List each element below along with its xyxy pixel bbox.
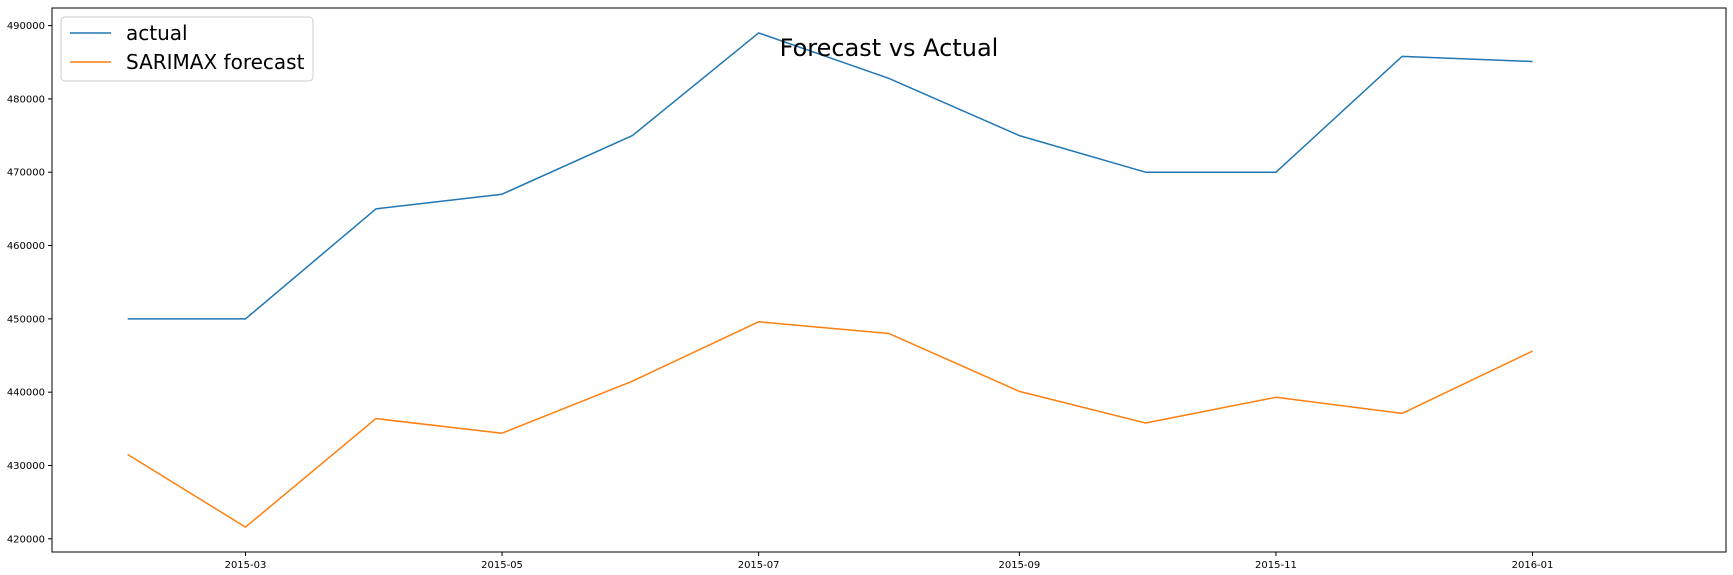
legend-label: actual [126,21,188,45]
y-tick-label: 490000 [7,21,45,32]
chart-title: Forecast vs Actual [780,34,999,62]
x-tick-label: 2016-01 [1512,560,1554,571]
y-tick-label: 480000 [7,94,45,105]
y-tick-label: 440000 [7,388,45,399]
x-tick-label: 2015-03 [225,560,267,571]
legend: actual SARIMAX forecast [60,16,314,82]
y-tick-label: 420000 [7,534,45,545]
x-tick-label: 2015-05 [481,560,523,571]
plot-frame [51,7,1727,553]
legend-label: SARIMAX forecast [126,50,305,74]
x-axis: 2015-03 2015-05 2015-07 2015-09 2015-11 2016-… [225,552,1554,571]
x-tick-label: 2015-09 [998,560,1040,571]
legend-box [60,16,314,82]
x-tick-label: 2015-11 [1255,560,1297,571]
series-layer [127,32,1533,528]
y-tick-label: 430000 [7,461,45,472]
plot-area [52,8,1726,552]
y-axis: 420000 430000 440000 450000 460000 470000 4800… [7,21,52,545]
x-tick-label: 2015-07 [738,560,780,571]
y-tick-label: 460000 [7,241,45,252]
y-tick-label: 450000 [7,314,45,325]
y-tick-label: 470000 [7,168,45,179]
series-line-0 [127,32,1533,320]
series-line-1 [127,321,1533,528]
